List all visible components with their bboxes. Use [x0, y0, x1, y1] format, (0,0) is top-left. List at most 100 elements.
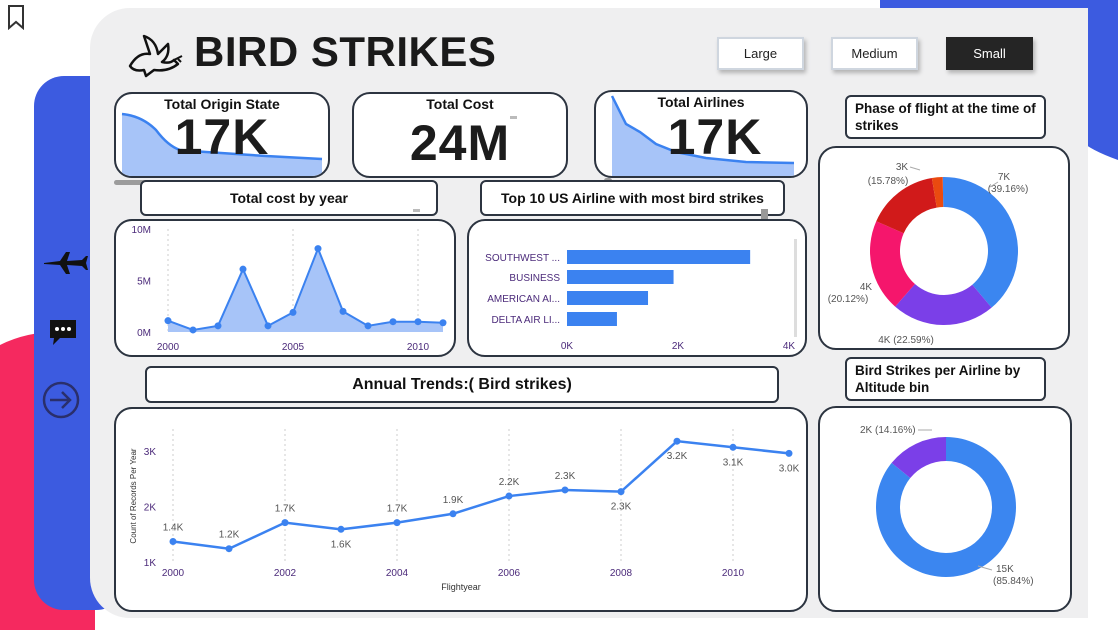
resize-handle[interactable]: [510, 116, 517, 119]
donut-slice: [942, 177, 1018, 308]
phase-of-flight-donut: 7K(39.16%) 4K (22.59%) 4K(20.12%) 3K (15.78%…: [828, 162, 1029, 346]
donut-slice: [876, 437, 1016, 577]
altitude-bin-chart-card: 15K (85.84%) 2K (14.16%): [818, 406, 1072, 612]
arrow-right-circle-icon[interactable]: [41, 380, 81, 420]
panel-title-phase-of-flight: Phase of flight at the time of strikes: [845, 95, 1046, 139]
data-label: 3K: [896, 162, 909, 173]
data-label: 1.4K: [163, 522, 184, 533]
data-label: 15K: [996, 564, 1014, 575]
data-point: [505, 492, 513, 500]
y-tick-label: 2K: [144, 503, 157, 514]
data-label: 2.2K: [499, 477, 520, 488]
x-tick-label: 2008: [610, 568, 633, 579]
panel-title-text: Bird Strikes per Airline by Altitude bin: [855, 363, 1021, 395]
data-point: [449, 510, 457, 518]
data-point: [364, 322, 372, 330]
data-point: [785, 449, 793, 457]
cost-by-year-chart-card: 0M 5M 10M 2000 2005 2010: [114, 219, 456, 357]
airplane-icon[interactable]: [42, 250, 88, 276]
chart-scrollbar[interactable]: [794, 239, 797, 337]
data-label: 3.1K: [723, 457, 744, 468]
kpi-title: Total Cost: [426, 96, 494, 112]
series-line: [167, 245, 444, 331]
panel-title-text: Annual Trends:( Bird strikes): [352, 376, 572, 393]
data-label: 2K (14.16%): [860, 425, 916, 436]
data-label: 1.2K: [219, 530, 240, 541]
top-airlines-chart-card: SOUTHWEST ... BUSINESS AMERICAN AI... DELTA…: [467, 219, 807, 357]
data-point: [729, 443, 737, 451]
donut-slice: [895, 284, 992, 325]
kpi-card-total-cost: Total Cost 24M: [352, 92, 568, 178]
leader-line: [989, 181, 999, 188]
data-point: [164, 317, 172, 325]
category-label: BUSINESS: [509, 273, 560, 284]
data-label: 4K (22.59%): [878, 335, 934, 346]
bar: [567, 270, 674, 284]
data-point: [561, 486, 569, 494]
resize-handle[interactable]: [413, 209, 420, 212]
x-tick-label: 2010: [407, 342, 430, 353]
x-tick-label: 0K: [561, 341, 574, 352]
panel-title-annual-trends: Annual Trends:( Bird strikes): [145, 366, 779, 403]
bookmark-icon[interactable]: [6, 4, 26, 31]
panel-title-text: Phase of flight at the time of strikes: [855, 101, 1036, 133]
chat-icon[interactable]: [48, 318, 78, 346]
panel-title-text: Top 10 US Airline with most bird strikes: [501, 190, 764, 206]
data-label: 7K: [998, 172, 1011, 183]
kpi-sparkline: [610, 95, 795, 176]
x-tick-label: 2010: [722, 568, 745, 579]
y-tick-label: 10M: [132, 225, 151, 236]
data-point: [189, 326, 197, 334]
y-tick-label: 0M: [137, 328, 151, 339]
panel-title-top-airlines: Top 10 US Airline with most bird strikes: [480, 180, 785, 216]
leader-line: [909, 166, 921, 171]
x-tick-label: 4K: [783, 341, 796, 352]
bar: [567, 312, 617, 326]
size-button-small[interactable]: Small: [946, 37, 1033, 70]
data-point: [314, 245, 322, 253]
data-point: [239, 265, 247, 273]
data-label: 1.7K: [275, 504, 296, 515]
x-tick-label: 2002: [274, 568, 297, 579]
data-point: [214, 322, 222, 330]
panel-title-altitude-bin: Bird Strikes per Airline by Altitude bin: [845, 357, 1046, 401]
data-label: 1.6K: [331, 539, 352, 550]
data-label: (20.12%): [828, 294, 869, 305]
data-label: 3.0K: [779, 463, 800, 474]
kpi-title: Total Airlines: [657, 94, 745, 110]
donut-slice: [876, 178, 937, 234]
data-point: [673, 437, 681, 445]
kpi-title: Total Origin State: [164, 96, 280, 112]
bar: [567, 250, 751, 264]
data-point: [617, 488, 625, 496]
kpi-card-airlines: Total Airlines 17K: [594, 90, 808, 178]
x-axis-title: Flightyear: [441, 582, 481, 592]
panel-title-cost-by-year: Total cost by year: [140, 180, 438, 216]
area-fill: [168, 248, 443, 332]
altitude-bin-donut: 15K(85.84%) 2K (14.16%): [860, 425, 1034, 587]
x-tick-label: 2005: [282, 342, 305, 353]
leader-line: [977, 565, 993, 571]
data-point: [337, 525, 345, 533]
data-label: 1.9K: [443, 495, 464, 506]
category-label: AMERICAN AI...: [487, 294, 560, 305]
annual-trends-chart-card: 1K 2K 3K 2000 2002 2004 2006 2008 2010 Flightyear…: [114, 407, 808, 612]
page-title: BIRD STRIKES: [194, 28, 497, 75]
category-label: DELTA AIR LI...: [491, 315, 560, 326]
series-line: [172, 439, 790, 550]
data-point: [439, 319, 447, 327]
annual-trends-chart: 1K 2K 3K 2000 2002 2004 2006 2008 2010 Flightyear…: [129, 429, 800, 592]
data-label: 4K: [860, 282, 873, 293]
phase-of-flight-chart-card: 7K (39.16%) 4K (22.59%) 4K (20.12%) 3K (15.78%…: [818, 146, 1070, 350]
data-point: [389, 318, 397, 326]
resize-handle[interactable]: [761, 209, 768, 225]
data-point: [414, 318, 422, 326]
size-button-large[interactable]: Large: [717, 37, 804, 70]
y-tick-label: 1K: [144, 558, 157, 569]
donut-slice: [931, 177, 944, 208]
top-airlines-chart: SOUTHWEST ... BUSINESS AMERICAN AI... DELTA…: [485, 250, 796, 352]
data-point: [264, 322, 272, 330]
x-tick-label: 2000: [162, 568, 185, 579]
x-tick-label: 2006: [498, 568, 521, 579]
size-button-medium[interactable]: Medium: [831, 37, 918, 70]
